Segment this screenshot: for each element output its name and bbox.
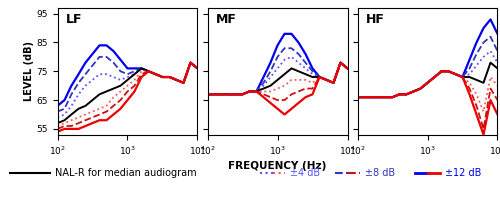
X-axis label: FREQUENCY (Hz): FREQUENCY (Hz): [228, 161, 326, 171]
Text: LF: LF: [66, 13, 82, 26]
Text: ±12 dB: ±12 dB: [445, 168, 482, 178]
Text: ±4 dB: ±4 dB: [290, 168, 320, 178]
Text: NAL-R for median audiogram: NAL-R for median audiogram: [55, 168, 197, 178]
Text: MF: MF: [216, 13, 237, 26]
Text: HF: HF: [366, 13, 385, 26]
Text: ±8 dB: ±8 dB: [365, 168, 395, 178]
Y-axis label: LEVEL (dB): LEVEL (dB): [24, 41, 34, 101]
